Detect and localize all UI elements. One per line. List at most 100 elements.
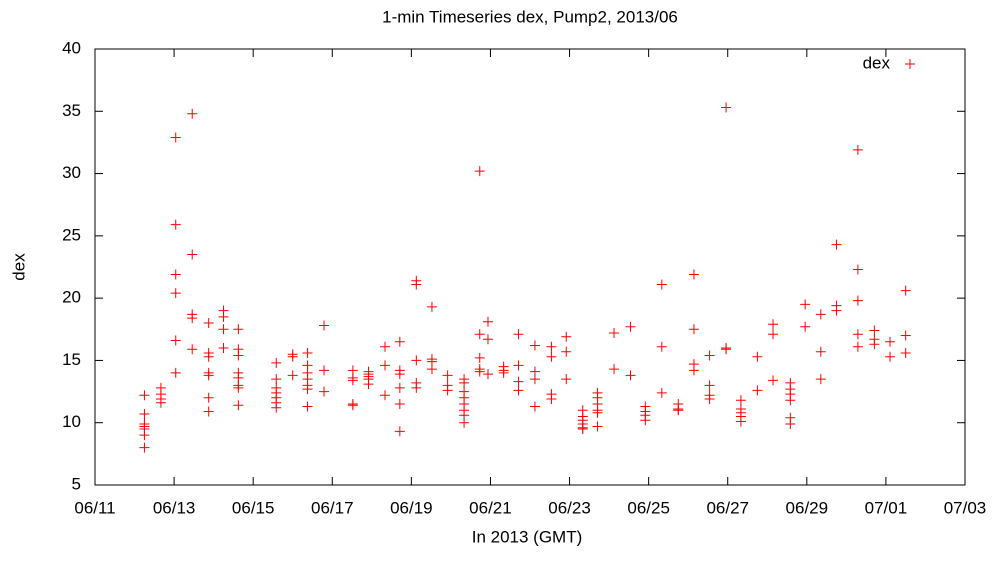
- point: [411, 382, 422, 393]
- point: [735, 395, 746, 406]
- y-tick-label: 40: [62, 38, 81, 57]
- point: [852, 144, 863, 155]
- point: [203, 351, 214, 362]
- point: [815, 309, 826, 320]
- point: [287, 370, 298, 381]
- point: [852, 341, 863, 352]
- point: [139, 408, 150, 419]
- point: [815, 346, 826, 357]
- point: [411, 279, 422, 290]
- point: [363, 379, 374, 390]
- point: [426, 364, 437, 375]
- point: [459, 417, 470, 428]
- x-tick-label: 06/13: [153, 498, 196, 517]
- point: [704, 350, 715, 361]
- point: [656, 279, 667, 290]
- point: [688, 269, 699, 280]
- point: [609, 328, 620, 339]
- plot-frame: [94, 48, 966, 486]
- point: [852, 264, 863, 275]
- y-tick-label: 10: [62, 412, 81, 431]
- point: [513, 360, 524, 371]
- point: [513, 385, 524, 396]
- x-tick-label: 06/25: [627, 498, 670, 517]
- point: [271, 402, 282, 413]
- point: [302, 401, 313, 412]
- point: [319, 320, 330, 331]
- y-tick-label: 15: [62, 350, 81, 369]
- point: [752, 351, 763, 362]
- point: [442, 385, 453, 396]
- point: [721, 344, 732, 355]
- y-axis-label: dex: [9, 253, 28, 281]
- point: [815, 374, 826, 385]
- legend-marker: [905, 59, 915, 69]
- point: [592, 421, 603, 432]
- point: [900, 285, 911, 296]
- point: [187, 249, 198, 260]
- point: [831, 239, 842, 250]
- point: [426, 301, 437, 312]
- x-tick-label: 06/21: [469, 498, 512, 517]
- point: [831, 305, 842, 316]
- point: [577, 423, 588, 434]
- point: [170, 269, 181, 280]
- point: [170, 335, 181, 346]
- point: [474, 329, 485, 340]
- point: [498, 367, 509, 378]
- point: [656, 387, 667, 398]
- point: [852, 295, 863, 306]
- point: [885, 336, 896, 347]
- legend-label: dex: [863, 53, 891, 72]
- point: [474, 166, 485, 177]
- x-tick-label: 06/27: [706, 498, 749, 517]
- point: [233, 382, 244, 393]
- point: [287, 351, 298, 362]
- point: [411, 355, 422, 366]
- x-axis-label: In 2013 (GMT): [472, 527, 583, 546]
- point: [885, 351, 896, 362]
- y-tick-label: 20: [62, 288, 81, 307]
- point: [394, 426, 405, 437]
- point: [203, 406, 214, 417]
- point: [529, 374, 540, 385]
- point: [513, 376, 524, 387]
- point: [170, 132, 181, 143]
- point: [170, 367, 181, 378]
- point: [640, 415, 651, 426]
- point: [609, 364, 620, 375]
- y-tick-label: 30: [62, 163, 81, 182]
- x-tick-label: 06/15: [232, 498, 275, 517]
- point: [513, 329, 524, 340]
- point: [218, 342, 229, 353]
- point: [869, 339, 880, 350]
- point: [656, 341, 667, 352]
- point: [218, 311, 229, 322]
- point: [482, 316, 493, 327]
- point: [380, 390, 390, 401]
- point: [203, 392, 214, 403]
- y-tick-label: 35: [62, 101, 81, 120]
- x-tick-label: 06/29: [786, 498, 829, 517]
- point: [529, 340, 540, 351]
- point: [394, 382, 405, 393]
- point: [139, 442, 150, 453]
- x-tick-label: 06/17: [311, 498, 354, 517]
- point: [900, 347, 911, 358]
- point: [302, 384, 313, 395]
- point: [319, 365, 330, 376]
- point: [561, 346, 572, 357]
- point: [139, 390, 150, 401]
- point: [187, 344, 198, 355]
- point: [459, 377, 470, 388]
- point: [546, 394, 557, 405]
- point: [768, 375, 779, 386]
- point: [347, 400, 358, 411]
- point: [688, 365, 699, 376]
- point: [394, 336, 405, 347]
- point: [302, 347, 313, 358]
- point: [625, 321, 636, 332]
- point: [482, 334, 493, 345]
- x-tick-label: 07/03: [944, 498, 987, 517]
